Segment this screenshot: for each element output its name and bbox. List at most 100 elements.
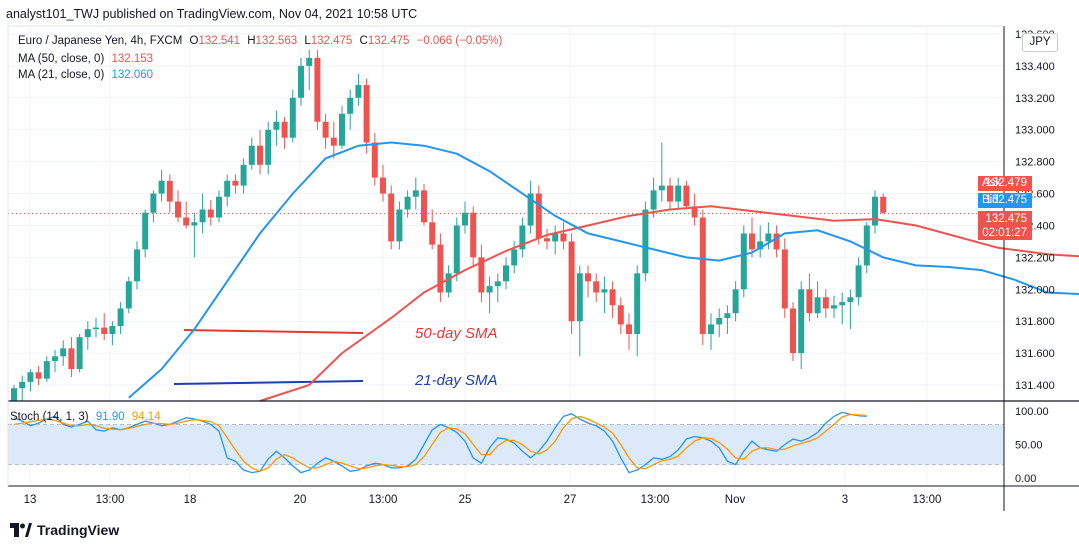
symbol-legend[interactable]: Euro / Japanese Yen, 4h, FXCM O132.541 H… xyxy=(18,35,506,47)
tradingview-logo-icon xyxy=(10,523,32,537)
candle-body xyxy=(814,297,821,314)
high-label: H xyxy=(247,35,256,47)
candle-body xyxy=(273,121,280,130)
candlestick-series xyxy=(11,49,887,401)
candle-body xyxy=(388,193,395,242)
candle-body xyxy=(347,97,354,114)
candle-body xyxy=(404,196,411,210)
candle-body xyxy=(314,57,321,122)
candle-body xyxy=(289,97,296,138)
candle-body xyxy=(699,217,706,334)
chart-frame xyxy=(7,25,1079,511)
candle-body xyxy=(224,180,231,197)
candle-body xyxy=(552,233,559,242)
candle-body xyxy=(371,142,378,178)
candle-body xyxy=(412,190,419,197)
candle-body xyxy=(142,212,149,250)
candle-body xyxy=(757,241,764,250)
candle-body xyxy=(609,289,616,306)
candle-body xyxy=(494,281,501,287)
candle-body xyxy=(765,233,772,242)
candle-body xyxy=(560,233,567,242)
stoch-legend-label: Stoch (14, 1, 3) xyxy=(10,411,89,423)
footer: TradingView xyxy=(10,520,119,540)
price-tick-label: 132.000 xyxy=(1015,284,1055,296)
stoch-k-value: 91.90 xyxy=(95,411,125,423)
candle-body xyxy=(453,225,460,274)
stoch-k-line xyxy=(13,411,867,474)
candle-body xyxy=(667,185,673,202)
candle-body xyxy=(175,201,181,218)
candle-body xyxy=(232,180,239,186)
candle-body xyxy=(724,313,731,319)
bid-value: 132.475 xyxy=(985,194,1027,206)
candle-body xyxy=(322,121,329,138)
stoch-band xyxy=(8,424,1004,465)
candle-body xyxy=(708,324,714,334)
candle-body xyxy=(52,356,58,362)
candle-body xyxy=(330,137,337,146)
candle-body xyxy=(150,193,157,213)
bid-price-label: Bid 132.475 xyxy=(978,193,1032,208)
price-tick-label: 132.200 xyxy=(1015,252,1055,264)
ma50-annotation-line xyxy=(173,329,364,385)
price-tick-label: 133.000 xyxy=(1015,125,1055,137)
candle-body xyxy=(617,305,624,325)
close-label: C xyxy=(359,35,368,47)
candle-body xyxy=(363,85,370,143)
candle-body xyxy=(511,249,518,266)
candle-body xyxy=(740,233,747,290)
candle-body xyxy=(380,177,386,194)
candle-body xyxy=(84,329,91,338)
candle-body xyxy=(339,113,345,146)
ask-value: 132.479 xyxy=(985,177,1027,189)
candle-body xyxy=(421,190,427,223)
candle-body xyxy=(642,209,649,274)
candle-body xyxy=(76,337,83,370)
candle-body xyxy=(158,180,165,194)
sma50-annotation-line xyxy=(183,329,364,334)
candle-body xyxy=(216,196,222,218)
candle-body xyxy=(281,121,288,138)
ma50-legend[interactable]: MA (50, close, 0) 132.153 xyxy=(18,53,157,65)
candle-body xyxy=(839,302,846,306)
candle-body xyxy=(43,361,50,379)
candle-body xyxy=(773,233,780,250)
candle-body xyxy=(93,327,99,330)
symbol-title[interactable]: Euro / Japanese Yen, 4h, FXCM xyxy=(18,35,183,47)
candle-body xyxy=(429,222,436,245)
candle-body xyxy=(798,289,805,354)
ma21-line xyxy=(128,141,1079,399)
candle-body xyxy=(847,297,854,303)
ma21-legend[interactable]: MA (21, close, 0) 132.060 xyxy=(18,69,157,81)
stoch-tick-label: 100.00 xyxy=(1015,406,1049,418)
time-tick-label: 25 xyxy=(459,494,472,506)
candle-body xyxy=(240,164,247,186)
price-tick-label: 132.800 xyxy=(1015,157,1055,169)
candle-body xyxy=(134,249,140,282)
open-label: O xyxy=(189,35,199,47)
stoch-d-line xyxy=(13,413,867,473)
currency-button[interactable]: JPY xyxy=(1022,33,1058,52)
open-value: 132.541 xyxy=(198,35,241,47)
candle-body xyxy=(183,217,190,226)
time-axis: 13 13:00 18 20 13:00 25 27 13:00 Nov 3 13:00 xyxy=(24,494,942,506)
candle-body xyxy=(806,289,813,314)
ma50-line xyxy=(259,205,1079,402)
candle-body xyxy=(207,209,214,218)
time-tick-label: 13:00 xyxy=(96,494,125,506)
countdown-value: 02:01:27 xyxy=(982,227,1027,239)
price-tick-label: 131.400 xyxy=(1015,380,1055,392)
time-tick-label: 13:00 xyxy=(369,494,398,506)
candle-body xyxy=(462,212,468,226)
ask-price-label: Ask 132.479 xyxy=(978,176,1032,191)
candle-body xyxy=(191,222,198,226)
candle-body xyxy=(35,372,42,379)
candle-body xyxy=(626,324,632,334)
bid-label: Bid xyxy=(982,194,999,206)
stoch-tick-label: 0.00 xyxy=(1015,473,1036,485)
sma21-annotation: 21-day SMA xyxy=(414,372,498,389)
time-tick-label: 13 xyxy=(24,494,37,506)
stoch-legend[interactable]: Stoch (14, 1, 3) 91.90 94.14 xyxy=(10,411,165,423)
